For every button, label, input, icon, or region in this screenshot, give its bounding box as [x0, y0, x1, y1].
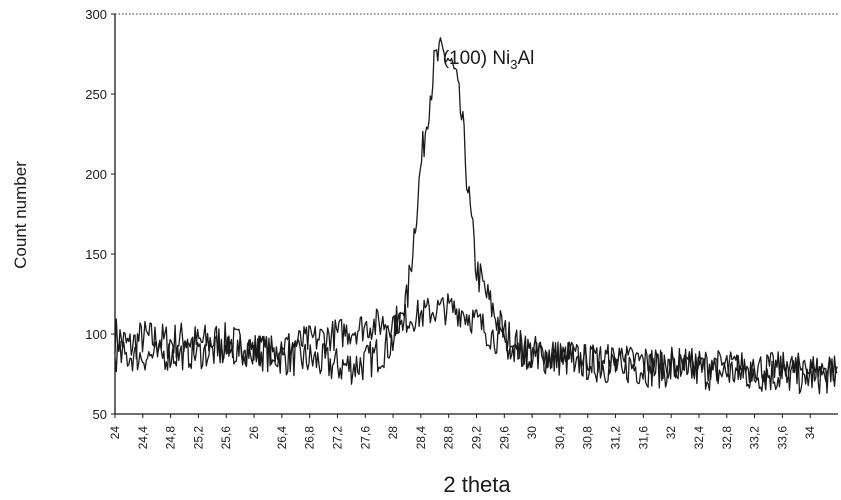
x-tick-label: 28,8 [442, 426, 456, 450]
x-tick-label: 32 [664, 426, 678, 440]
x-tick-label: 30,8 [581, 426, 595, 450]
y-tick-label: 300 [85, 7, 107, 22]
y-tick-label: 200 [85, 167, 107, 182]
series-line-1 [114, 37, 838, 395]
x-tick-label: 26,4 [275, 426, 289, 450]
x-tick-label: 30,4 [553, 426, 567, 450]
y-tick-label: 50 [93, 407, 107, 422]
series-line-2 [114, 293, 838, 385]
x-tick-label: 24,4 [136, 426, 150, 450]
annotation-subscript: 3 [510, 57, 517, 72]
annotation-suffix: Al [518, 48, 535, 69]
x-tick-label: 31,6 [636, 426, 650, 450]
x-tick-label: 27,6 [358, 426, 372, 450]
x-tick-label: 25,2 [191, 426, 205, 450]
x-tick-label: 32,4 [692, 426, 706, 450]
plot-area [114, 37, 838, 395]
x-tick-label: 33,6 [775, 426, 789, 450]
x-tick-label: 32,8 [720, 426, 734, 450]
peak-annotation: (100) Ni3Al [443, 48, 535, 72]
x-tick-label: 24 [108, 426, 122, 440]
x-tick-label: 31,2 [609, 426, 623, 450]
y-tick-label: 150 [85, 247, 107, 262]
x-tick-label: 24,8 [164, 426, 178, 450]
x-tick-label: 28 [386, 426, 400, 440]
y-ticks: 50 100 150 200 250 300 [85, 7, 115, 422]
y-tick-label: 100 [85, 327, 107, 342]
x-tick-label: 29,6 [497, 426, 511, 450]
y-axis-title: Count number [11, 161, 30, 269]
x-tick-label: 30 [525, 426, 539, 440]
x-tick-label: 29,2 [470, 426, 484, 450]
x-tick-label: 27,2 [330, 426, 344, 450]
x-tick-label: 26 [247, 426, 261, 440]
x-tick-label: 28,4 [414, 426, 428, 450]
x-tick-label: 33,2 [748, 426, 762, 450]
y-tick-label: 250 [85, 87, 107, 102]
x-tick-label: 34 [803, 426, 817, 440]
x-tick-label: 26,8 [303, 426, 317, 450]
x-tick-label: 25,6 [219, 426, 233, 450]
annotation-prefix: (100) Ni [443, 48, 511, 69]
x-axis-title: 2 theta [443, 472, 511, 497]
x-ticks: 24 24,4 24,8 25,2 25,6 26 26,4 26,8 27,2 27,6 28 28… [108, 414, 817, 449]
